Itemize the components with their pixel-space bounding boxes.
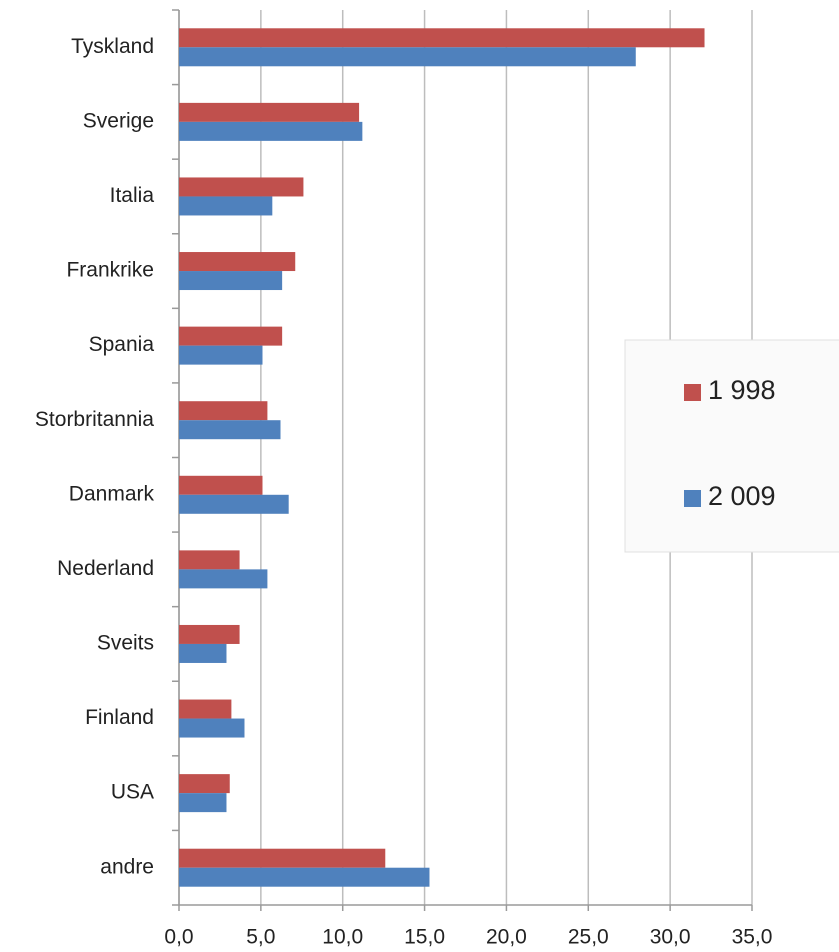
y-tick-label: Spania — [89, 333, 155, 356]
bar — [179, 121, 363, 141]
legend-label: 1 998 — [708, 375, 776, 405]
y-tick-label: Sveits — [97, 632, 154, 655]
bar — [179, 624, 240, 644]
legend-swatch — [684, 490, 701, 507]
legend: 1 998 2 009 — [624, 339, 839, 553]
bar — [179, 271, 283, 291]
legend-swatch — [684, 384, 701, 401]
bar — [179, 848, 386, 868]
legend-box — [624, 339, 839, 553]
x-tick-label: 20,0 — [486, 926, 527, 949]
x-tick-label: 0,0 — [164, 926, 193, 949]
bar — [179, 401, 268, 421]
bar — [179, 793, 227, 813]
bar — [179, 718, 245, 738]
bar — [179, 196, 273, 216]
bar — [179, 28, 705, 48]
y-tick-label: Italia — [110, 184, 155, 207]
y-tick-label: Sverige — [83, 109, 154, 132]
bar — [179, 643, 227, 663]
y-tick-label: Danmark — [69, 482, 155, 505]
bar — [179, 326, 283, 346]
x-tick-label: 5,0 — [246, 926, 275, 949]
y-tick-label: Frankrike — [66, 259, 154, 282]
y-tick-label: Tyskland — [71, 35, 154, 58]
y-tick-label: USA — [111, 781, 154, 804]
bar — [179, 252, 296, 272]
bar — [179, 569, 268, 589]
x-tick-label: 15,0 — [404, 926, 445, 949]
bar — [179, 345, 263, 365]
bar — [179, 47, 636, 67]
x-tick-label: 25,0 — [568, 926, 609, 949]
bar — [179, 102, 360, 122]
x-tick-label: 30,0 — [650, 926, 691, 949]
bar — [179, 550, 240, 570]
bar — [179, 475, 263, 495]
x-tick-label: 35,0 — [732, 926, 773, 949]
y-tick-label: Storbritannia — [35, 408, 154, 431]
y-tick-label: andre — [100, 855, 154, 878]
bar — [179, 699, 232, 719]
bar — [179, 420, 281, 440]
y-tick-label: Nederland — [57, 557, 154, 580]
legend-label: 2 009 — [708, 481, 776, 511]
y-tick-label: Finland — [85, 706, 154, 729]
x-tick-label: 10,0 — [322, 926, 363, 949]
bar — [179, 867, 430, 887]
bar — [179, 774, 230, 794]
bar — [179, 177, 304, 197]
bar — [179, 494, 289, 514]
